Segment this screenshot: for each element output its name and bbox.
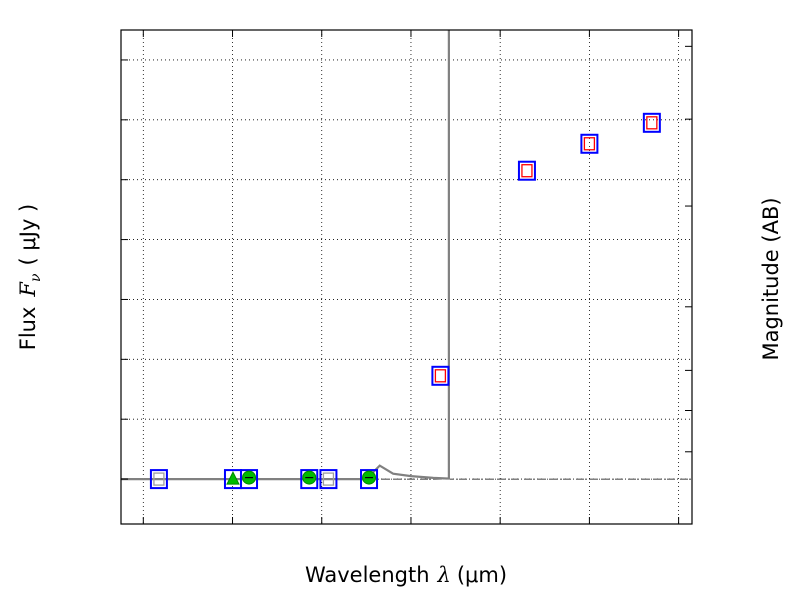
magnitude-axis-title: Magnitude (AB): [759, 197, 783, 360]
observed-flux-marker: [583, 137, 596, 151]
data-markers: [149, 112, 661, 490]
x-axis-title: Wavelength λ (μm): [305, 563, 507, 587]
y-axis-title: FluxFν( μJy ): [16, 204, 44, 350]
observed-flux-marker: [646, 116, 658, 130]
observed-flux-marker: [521, 164, 533, 178]
model-photometry-marker: [642, 112, 661, 133]
model-spectrum-curve: [121, 30, 450, 481]
model-photometry-marker: [319, 469, 338, 490]
observed-flux-marker: [434, 369, 447, 383]
upper-limit-marker: [322, 472, 335, 486]
model-photometry-marker: [517, 160, 536, 181]
model-photometry-marker: [431, 365, 450, 386]
model-photometry-marker: [360, 469, 379, 490]
model-photometry-marker: [580, 133, 599, 154]
upper-limit-marker: [153, 472, 165, 486]
model-spectrum-line: [121, 30, 450, 481]
grid-lines: [121, 30, 692, 524]
model-photometry-marker: [149, 469, 168, 490]
model-photometry-marker: [240, 469, 259, 490]
axis-ticks: [121, 30, 692, 524]
model-photometry-marker: [300, 469, 319, 490]
plot-frame: [120, 29, 693, 525]
detection-triangle-marker: [226, 470, 240, 485]
